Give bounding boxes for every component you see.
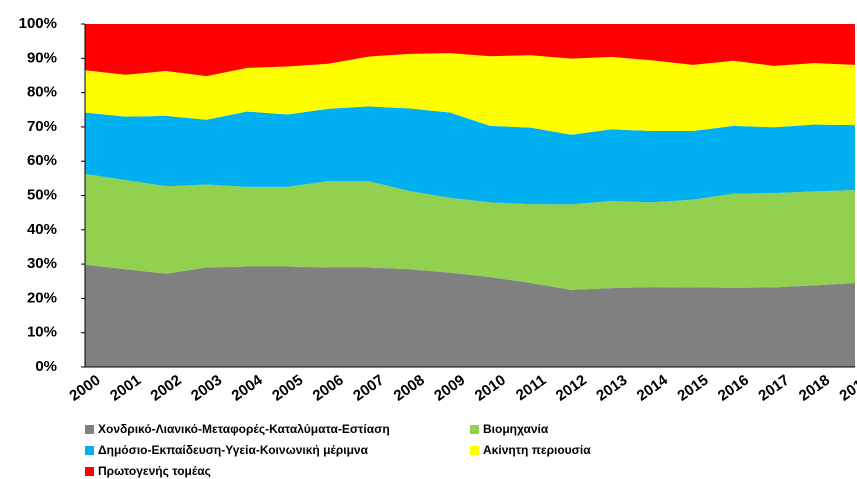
x-tick-label: 2012 xyxy=(553,372,590,405)
x-tick-label: 2013 xyxy=(593,372,630,405)
y-tick-label: 40% xyxy=(27,221,57,238)
area xyxy=(85,24,855,77)
y-tick-label: 0% xyxy=(35,358,57,375)
x-tick-label: 2002 xyxy=(148,372,185,405)
x-tick-label: 2007 xyxy=(350,372,387,405)
legend-label: Δημόσιο-Εκπαίδευση-Υγεία-Κοινωνική μέριμ… xyxy=(98,443,369,457)
x-tick-label: 2003 xyxy=(188,372,225,405)
legend-label: Βιομηχανία xyxy=(483,422,549,436)
legend-label: Πρωτογενής τομέας xyxy=(98,464,211,478)
x-tick-label: 2010 xyxy=(472,372,509,405)
x-tick-label: 2014 xyxy=(634,371,672,404)
y-tick-label: 10% xyxy=(27,324,57,341)
area xyxy=(85,264,855,367)
legend-swatch xyxy=(85,446,94,455)
legend-label: Χονδρικό-Λιανικό-Μεταφορές-Καταλύματα-Εσ… xyxy=(98,422,390,436)
x-tick-label: 2005 xyxy=(269,372,306,405)
y-tick-label: 20% xyxy=(27,289,57,306)
x-tick-label: 2008 xyxy=(391,372,428,405)
y-tick-label: 100% xyxy=(19,15,57,32)
legend-swatch xyxy=(85,467,94,476)
x-tick-label: 2019 xyxy=(836,372,857,405)
x-tick-label: 2015 xyxy=(674,372,711,405)
legend-label: Ακίνητη περιουσία xyxy=(483,443,591,457)
x-tick-label: 2017 xyxy=(755,372,792,405)
legend-swatch xyxy=(85,425,94,434)
x-tick-label: 2000 xyxy=(66,372,103,405)
legend-swatch xyxy=(470,446,479,455)
y-tick-label: 60% xyxy=(27,152,57,169)
area xyxy=(85,106,855,205)
x-tick-label: 2018 xyxy=(796,372,833,405)
x-tick-label: 2006 xyxy=(310,372,347,405)
y-tick-label: 80% xyxy=(27,84,57,101)
x-tick-label: 2009 xyxy=(431,372,468,405)
y-tick-label: 70% xyxy=(27,118,57,135)
y-tick-label: 30% xyxy=(27,255,57,272)
area xyxy=(85,53,855,135)
x-tick-label: 2001 xyxy=(107,372,144,405)
legend-swatch xyxy=(470,425,479,434)
x-tick-label: 2011 xyxy=(513,372,549,405)
x-tick-label: 2016 xyxy=(715,372,752,405)
x-tick-label: 2004 xyxy=(229,371,267,404)
y-tick-label: 50% xyxy=(27,186,57,203)
y-tick-label: 90% xyxy=(27,49,57,66)
area xyxy=(85,173,855,290)
